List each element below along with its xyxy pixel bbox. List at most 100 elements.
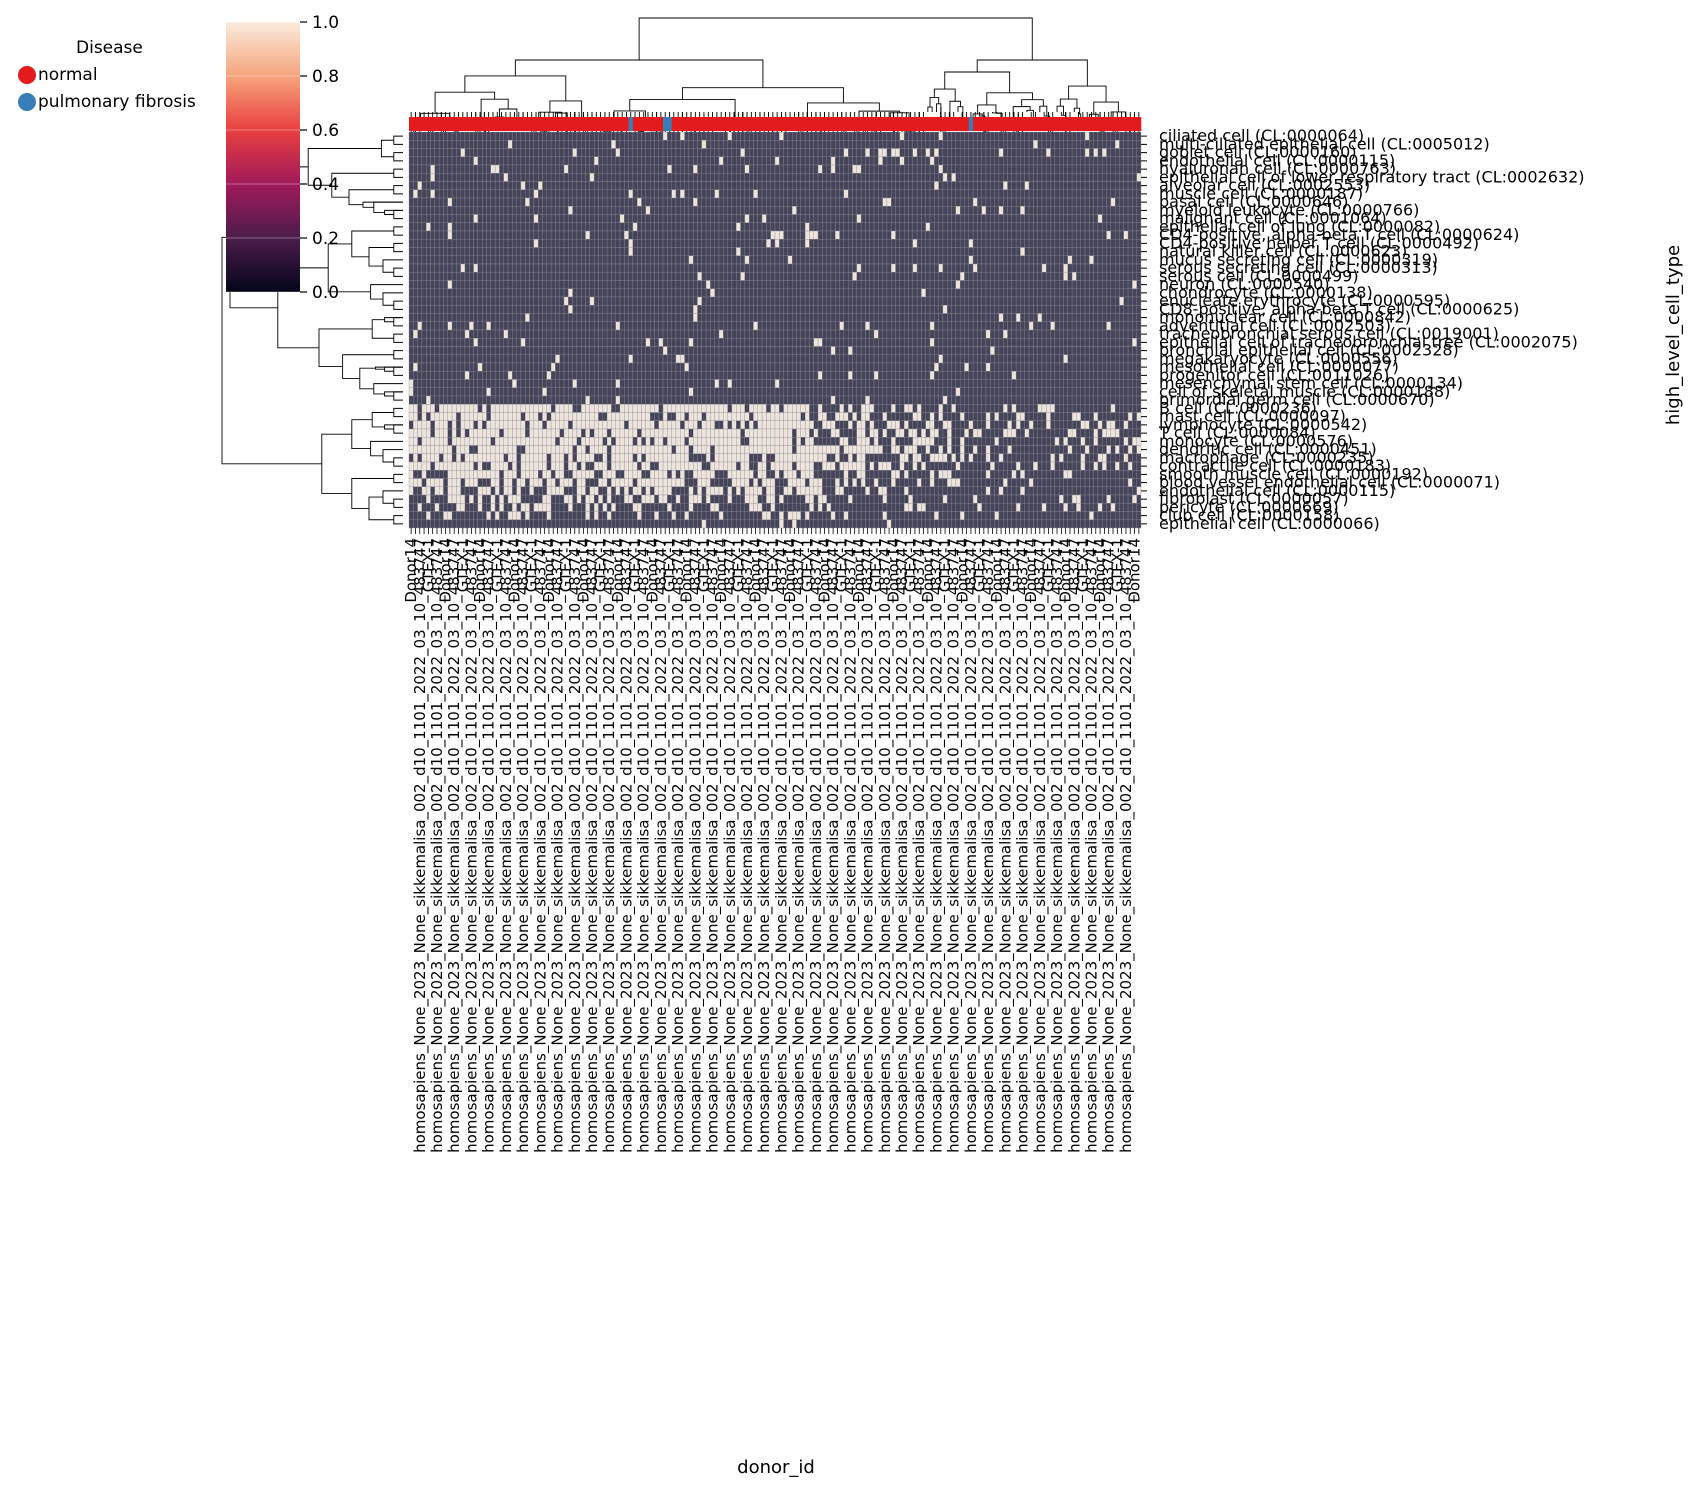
heatmap-cell [1054,296,1060,306]
heatmap-cell [486,255,491,265]
heatmap-cell [434,189,440,199]
heatmap-cell [529,148,535,157]
heatmap-cell [438,263,444,273]
heatmap-cell [572,156,578,166]
heatmap-cell [1054,189,1060,199]
heatmap-cell [1136,255,1142,265]
heatmap-cell [955,329,961,339]
heatmap-cell [908,239,913,248]
heatmap-cell [1136,206,1142,215]
heatmap-cell [1020,230,1025,240]
heatmap-cell [667,148,672,157]
heatmap-cell [438,206,444,215]
heatmap-cell [624,131,629,141]
heatmap-cell [507,305,513,314]
heatmap-cell [968,305,974,314]
heatmap-cell [744,280,750,289]
heatmap-cell [1037,263,1043,273]
heatmap-cell [1046,140,1051,149]
heatmap-cell [447,313,453,322]
heatmap-cell [581,263,586,273]
annotation-cell [805,117,810,131]
heatmap-cell [1093,131,1099,141]
heatmap-cell [981,338,987,347]
heatmap-cell [559,305,565,314]
heatmap-cell [1093,140,1099,149]
heatmap-cell [925,255,931,265]
heatmap-cell [520,288,526,298]
heatmap-cell [413,197,418,207]
heatmap-cell [1007,321,1012,331]
heatmap-cell [572,206,578,215]
heatmap-cell [779,321,784,331]
heatmap-cell [990,156,995,166]
heatmap-cell [916,181,922,190]
heatmap-cell [736,189,741,199]
heatmap-cell [585,272,591,281]
heatmap-cell [641,239,646,248]
heatmap-cell [520,239,526,248]
heatmap-cell [1003,173,1008,182]
heatmap-cell [1033,338,1038,347]
heatmap-cell [839,214,845,223]
heatmap-cell [559,272,565,281]
heatmap-cell [990,197,995,207]
heatmap-cell [512,230,517,240]
heatmap-cell [916,296,922,306]
heatmap-cell [1063,288,1068,298]
heatmap-cell [550,305,556,314]
annotation-cell [624,117,629,131]
heatmap-cell [576,230,582,240]
annotation-cell [499,117,505,131]
heatmap-cell [576,214,582,223]
heatmap-cell [938,288,944,298]
heatmap-cell [753,338,758,347]
heatmap-cell [1136,280,1142,289]
heatmap-cell [697,272,702,281]
heatmap-cell [972,305,978,314]
heatmap-row [408,140,1142,149]
heatmap-cell [1089,247,1094,256]
heatmap-cell [606,255,612,265]
heatmap-cell [624,214,629,223]
heatmap-cell [998,131,1004,141]
heatmap-cell [835,131,840,141]
heatmap-cell [774,296,780,306]
heatmap-cell [787,313,793,322]
heatmap-cell [1059,239,1064,248]
heatmap-cell [572,247,578,256]
heatmap-cell [494,189,500,199]
heatmap-cell [417,288,423,298]
heatmap-cell [563,239,569,248]
heatmap-cell [959,230,965,240]
heatmap-cell [938,329,944,339]
heatmap-cell [499,296,504,306]
heatmap-cell [938,247,944,256]
heatmap-cell [499,313,504,322]
heatmap-cell [916,131,922,141]
heatmap-cell [964,338,969,347]
heatmap-cell [637,148,642,157]
heatmap-cell [675,280,681,289]
heatmap-cell [736,313,741,322]
heatmap-cell [813,131,819,141]
heatmap-cell [1003,230,1008,240]
heatmap-cell [718,263,724,273]
heatmap-cell [981,313,987,322]
heatmap-cell [585,305,591,314]
heatmap-cell [714,189,720,199]
heatmap-cell [589,338,595,347]
heatmap-cell [1132,280,1137,289]
heatmap-cell [916,263,922,273]
heatmap-cell [938,197,944,207]
heatmap-cell [1003,338,1008,347]
heatmap-cell [968,338,974,347]
heatmap-cell [856,313,862,322]
heatmap-cell [813,272,819,281]
heatmap-cell [740,247,746,256]
heatmap-cell [1028,173,1034,182]
heatmap-cell [985,131,991,141]
heatmap-cell [904,313,909,322]
heatmap-cell [572,214,578,223]
heatmap-cell [611,140,616,149]
